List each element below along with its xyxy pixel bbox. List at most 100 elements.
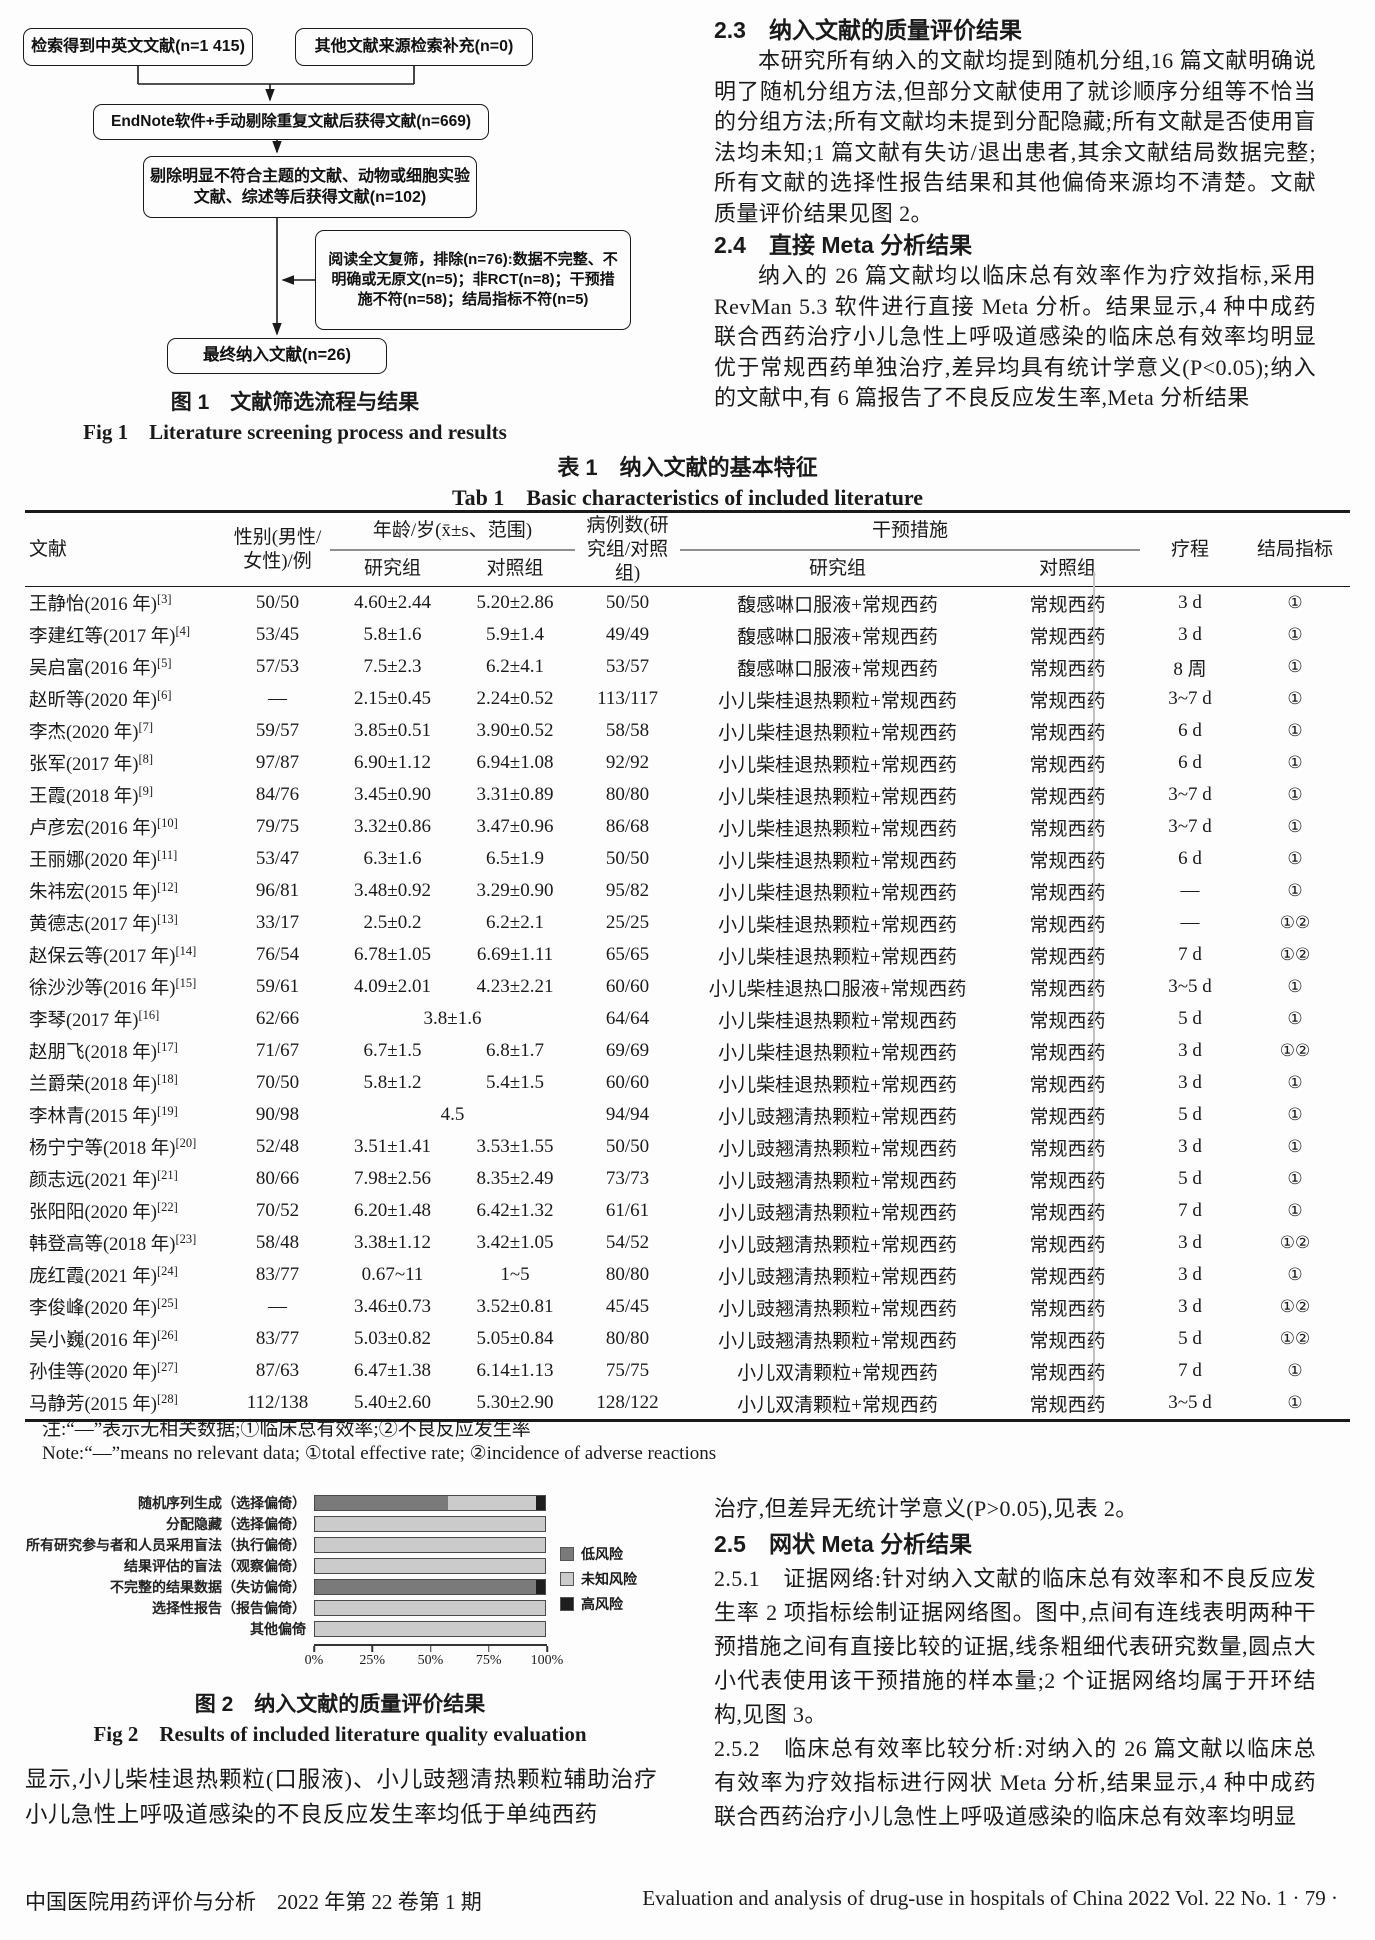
table-row: 庞红霞(2021 年)[24] 83/77 0.67~11 1~5 80/80 小儿豉翘清… [25, 1259, 1350, 1291]
table-cell: 3.46±0.73 [354, 1296, 431, 1318]
table-cell: 小儿柴桂退热颗粒+常规西药 [718, 882, 957, 904]
table-cell: ① [1287, 689, 1303, 710]
table-cell: 3.53±1.55 [476, 1136, 554, 1158]
table1-note-zh: 注:“—”表示无相关数据;①临床总有效率;②不良反应发生率 [42, 1419, 531, 1440]
table-cell: 73/73 [605, 1168, 650, 1190]
table-cell: 常规西药 [1029, 1106, 1106, 1128]
left-column-continuation: 显示,小儿柴桂退热颗粒(口服液)、小儿豉翘清热颗粒辅助治疗小儿急性上呼吸道感染的… [25, 1767, 657, 1827]
flowchart-connector-arrows [137, 66, 415, 336]
table-cell: 张阳阳(2020 年)[22] [29, 1200, 178, 1224]
table-cell: ① [1287, 785, 1303, 806]
table-cell: 常规西药 [1029, 626, 1106, 648]
table-cell: ① [1287, 1361, 1303, 1382]
table-row: 赵保云等(2017 年)[14] 76/54 6.78±1.05 6.69±1.11 6… [25, 939, 1350, 971]
table-cell: 64/64 [605, 1008, 650, 1030]
table-cell: 小儿柴桂退热口服液+常规西药 [708, 978, 967, 1000]
axis-tick-label: 75% [475, 1653, 502, 1668]
table-cell: 6.20±1.48 [354, 1200, 431, 1222]
table-cell: 3~7 d [1168, 688, 1212, 710]
table-cell: 3.51±1.41 [354, 1136, 431, 1158]
col-header-course: 疗程 [1171, 538, 1210, 560]
table-cell: ① [1287, 1073, 1303, 1094]
table1-title-en: Tab 1 Basic characteristics of included … [451, 485, 924, 510]
table-cell: 7.5±2.3 [363, 656, 422, 678]
table-cell: 61/61 [605, 1200, 650, 1222]
legend-label: 未知风险 [581, 1571, 637, 1587]
table-cell: 吴启富(2016 年)[5] [29, 656, 172, 680]
table-cell: 3~7 d [1168, 784, 1212, 806]
table-cell: ① [1287, 1009, 1303, 1030]
table-cell: 常规西药 [1029, 1170, 1106, 1192]
table-cell: 常规西药 [1029, 882, 1106, 904]
table-cell: 赵朋飞(2018 年)[17] [29, 1040, 178, 1064]
table-cell: 小儿豉翘清热颗粒+常规西药 [718, 1266, 957, 1288]
table-cell: 李俊峰(2020 年)[25] [29, 1296, 178, 1320]
table-row: 张阳阳(2020 年)[22] 70/52 6.20±1.48 6.42±1.32 61… [25, 1195, 1350, 1227]
table-cell: 60/60 [605, 1072, 650, 1094]
chart-bar-segment [448, 1495, 536, 1510]
table-cell: 韩登高等(2018 年)[23] [29, 1232, 197, 1256]
table-cell: — [268, 1296, 287, 1318]
table-cell: 5.8±1.6 [363, 624, 422, 646]
table-cell: 常规西药 [1029, 658, 1106, 680]
table-cell: 常规西药 [1029, 722, 1106, 744]
table-cell: 小儿柴桂退热颗粒+常规西药 [718, 1074, 957, 1096]
table1-note-en: Note:“—”means no relevant data; ①total e… [42, 1443, 717, 1464]
table-cell: 常规西药 [1029, 1330, 1106, 1352]
table-cell: 53/47 [255, 848, 300, 870]
section-2-4-continuation: 治疗,但差异无统计学意义(P>0.05),见表 2。 [714, 1496, 1138, 1521]
table-row: 李林青(2015 年)[19] 90/98 4.5 94/94 小儿豉翘清热颗粒+常规西… [25, 1099, 1350, 1131]
right-column-lower: 治疗,但差异无统计学意义(P>0.05),见表 2。 2.5 网状 Meta 分… [714, 1492, 1316, 1834]
figure2-caption-zh: 图 2 纳入文献的质量评价结果 [194, 1693, 486, 1716]
table-cell: 2.15±0.45 [354, 688, 431, 710]
table-cell: 6.8±1.7 [486, 1040, 544, 1062]
table-cell: 8.35±2.49 [476, 1168, 554, 1190]
figure1-caption-en: Fig 1 Literature screening process and r… [83, 420, 507, 444]
table-cell: 4.60±2.44 [354, 592, 431, 614]
table-cell: 79/75 [255, 816, 300, 838]
chart-category-label: 选择性报告（报告偏倚） [152, 1599, 306, 1616]
table-cell: 赵昕等(2020 年)[6] [29, 688, 172, 712]
table-cell: 黄德志(2017 年)[13] [29, 912, 178, 936]
table-cell: 兰爵荣(2018 年)[18] [29, 1072, 178, 1096]
table-cell: 90/98 [255, 1104, 300, 1126]
table-cell: 8 周 [1173, 658, 1207, 680]
table-cell: 3.90±0.52 [476, 720, 554, 742]
chart-bar-track [314, 1599, 546, 1616]
table-cell: 吴小巍(2016 年)[26] [29, 1328, 178, 1352]
table-cell: 5.05±0.84 [476, 1328, 554, 1350]
table-cell: 马静芳(2015 年)[28] [29, 1392, 178, 1416]
flow-box-topic-screen: 剔除明显不符合主题的文献、动物或细胞实验文献、综述等后获得文献(n=102) [143, 156, 477, 218]
chart-category-label: 其他偏倚 [250, 1620, 306, 1637]
section-2-4-body: 纳入的 26 篇文献均以临床总有效率作为疗效指标,采用 RevMan 5.3 软… [714, 263, 1316, 410]
table-row: 徐沙沙等(2016 年)[15] 59/61 4.09±2.01 4.23±2.21 6… [25, 971, 1350, 1003]
table-row: 李建红等(2017 年)[4] 53/45 5.8±1.6 5.9±1.4 49/49 馥… [25, 619, 1350, 651]
axis-tick-mark [313, 1646, 315, 1652]
chart-bar-segment [315, 1516, 545, 1531]
table-row: 王霞(2018 年)[9] 84/76 3.45±0.90 3.31±0.89 80/8… [25, 779, 1350, 811]
table-cell: 5.8±1.2 [363, 1072, 422, 1094]
table-cell: 李杰(2020 年)[7] [29, 720, 154, 744]
table-cell: 2.5±0.2 [363, 912, 422, 934]
table-row: 赵昕等(2020 年)[6] — 2.15±0.45 2.24±0.52 113/117… [25, 683, 1350, 715]
table-cell: 50/50 [605, 1136, 650, 1158]
table-cell: ①② [1279, 913, 1311, 934]
chart-bar-row: 结果评估的盲法（观察偏倚） [20, 1555, 680, 1576]
table-cell: 6.7±1.5 [363, 1040, 422, 1062]
chart-bar-segment [535, 1495, 545, 1510]
table-cell: 常规西药 [1029, 1266, 1106, 1288]
chart-bar-segment [315, 1537, 545, 1552]
col-header-age-study-arm: 研究组 [363, 557, 421, 579]
table-cell: 80/80 [605, 784, 650, 806]
table-cell: 常规西药 [1029, 754, 1106, 776]
table-row: 马静芳(2015 年)[28] 112/138 5.40±2.60 5.30±2.90… [25, 1387, 1350, 1421]
table-cell: 86/68 [605, 816, 650, 838]
figure1-flowchart: 检索得到中英文文献(n=1 415) 其他文献来源检索补充(n=0) EndNo… [15, 20, 655, 380]
chart-bar-row: 所有研究参与者和人员采用盲法（执行偏倚） [20, 1534, 680, 1555]
table-cell: 常规西药 [1029, 1394, 1106, 1416]
figure2-rows: 随机序列生成（选择偏倚） 分配隐藏（选择偏倚） 所有研究参与者和人员采用盲法（执行偏… [20, 1492, 680, 1639]
chart-bar-row: 随机序列生成（选择偏倚） [20, 1492, 680, 1513]
table-cell: 6.90±1.12 [354, 752, 431, 774]
flow-box-final: 最终纳入文献(n=26) [167, 338, 387, 374]
table-cell: 5 d [1178, 1104, 1202, 1126]
